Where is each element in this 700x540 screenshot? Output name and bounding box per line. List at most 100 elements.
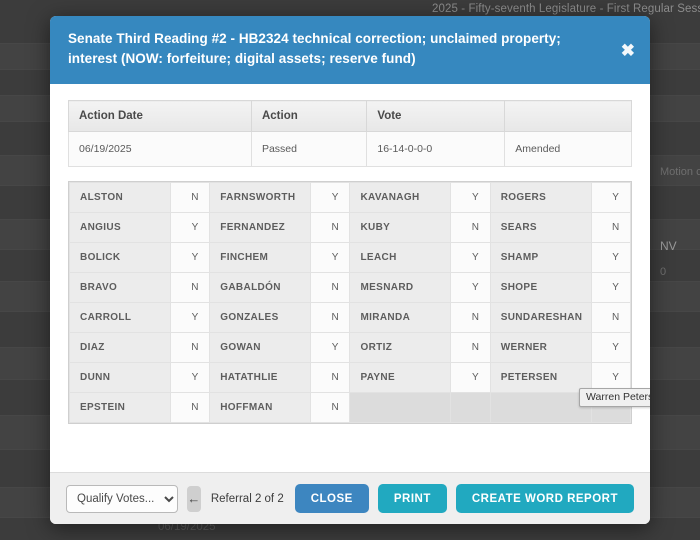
legislator-name: HOFFMAN — [209, 392, 312, 423]
legislator-vote: Y — [590, 332, 632, 363]
modal-footer: Qualify Votes... ← Referral 2 of 2 CLOSE… — [50, 472, 650, 524]
legislator-vote: Y — [590, 242, 632, 273]
legislator-vote: N — [169, 272, 211, 303]
legislator-name: FERNANDEZ — [209, 212, 312, 243]
legislator-vote: Y — [590, 182, 632, 213]
table-header-row: Action Date Action Vote — [68, 100, 632, 132]
empty-cell — [349, 392, 452, 423]
legislator-name: DIAZ — [69, 332, 171, 363]
legislator-tooltip: Warren Petersen — [579, 388, 650, 407]
column-header-vote: Vote — [366, 100, 506, 132]
legislator-name: KAVANAGH — [349, 182, 452, 213]
background-nv-text: NV — [660, 239, 677, 253]
print-button[interactable]: PRINT — [377, 484, 447, 513]
legislator-name: FARNSWORTH — [209, 182, 312, 213]
table-row: EPSTEIN N HOFFMAN N — [69, 392, 632, 423]
modal-header: Senate Third Reading #2 - HB2324 technic… — [50, 16, 650, 84]
legislator-vote: N — [310, 362, 351, 393]
legislator-name: ANGIUS — [69, 212, 171, 243]
cell-action: Passed — [250, 131, 368, 167]
qualify-votes-select[interactable]: Qualify Votes... — [66, 484, 178, 513]
legislator-vote: N — [310, 302, 351, 333]
legislator-vote: Y — [310, 242, 351, 273]
legislator-vote: N — [310, 212, 351, 243]
legislator-name: FINCHEM — [209, 242, 312, 273]
roll-call-vote-grid: ALSTON N FARNSWORTH Y KAVANAGH Y ROGERS … — [68, 181, 650, 424]
legislator-name: ORTIZ — [349, 332, 452, 363]
legislator-vote: Y — [450, 272, 491, 303]
table-row: 06/19/2025 Passed 16-14-0-0-0 Amended — [68, 131, 632, 167]
table-row: BRAVO N GABALDÓN N MESNARD Y SHOPE Y — [69, 272, 632, 303]
legislator-vote: N — [310, 272, 351, 303]
legislator-vote: N — [590, 212, 632, 243]
legislator-vote: Y — [450, 362, 491, 393]
legislator-vote: Y — [310, 332, 351, 363]
legislator-name: EPSTEIN — [69, 392, 171, 423]
legislator-name: GONZALES — [209, 302, 312, 333]
legislator-vote: Y — [169, 302, 211, 333]
legislator-vote: Y — [169, 362, 211, 393]
legislator-vote: N — [169, 332, 211, 363]
legislator-name: SHAMP — [489, 242, 592, 273]
legislator-vote: N — [169, 182, 211, 213]
legislator-vote: Y — [310, 182, 351, 213]
vote-table: ALSTON N FARNSWORTH Y KAVANAGH Y ROGERS … — [69, 182, 632, 423]
legislator-vote: Y — [590, 272, 632, 303]
vote-detail-modal: Senate Third Reading #2 - HB2324 technic… — [50, 16, 650, 524]
legislator-name: MIRANDA — [349, 302, 452, 333]
legislator-name: CARROLL — [69, 302, 171, 333]
legislator-name: GOWAN — [209, 332, 312, 363]
legislator-name: SEARS — [489, 212, 592, 243]
legislator-vote: N — [310, 392, 351, 423]
legislator-vote: N — [450, 212, 491, 243]
legislator-name: BRAVO — [69, 272, 171, 303]
back-arrow-icon[interactable]: ← — [187, 485, 201, 512]
table-row: ANGIUS Y FERNANDEZ N KUBY N SEARS N — [69, 212, 632, 243]
legislator-vote: N — [590, 302, 632, 333]
legislator-name: SUNDARESHAN — [489, 302, 592, 333]
close-icon[interactable]: ✖ — [620, 41, 635, 60]
action-summary-table: Action Date Action Vote 06/19/2025 Passe… — [68, 100, 632, 167]
legislator-name: LEACH — [349, 242, 452, 273]
create-word-report-button[interactable]: CREATE WORD REPORT — [455, 484, 634, 513]
cell-vote-tally: 16-14-0-0-0 — [366, 131, 506, 167]
legislator-name: DUNN — [69, 362, 171, 393]
legislator-vote: N — [450, 332, 491, 363]
cell-amended-flag: Amended — [504, 131, 632, 167]
cell-action-date: 06/19/2025 — [68, 131, 252, 167]
column-header-extra — [504, 100, 632, 132]
table-row: DIAZ N GOWAN Y ORTIZ N WERNER Y — [69, 332, 632, 363]
table-row: CARROLL Y GONZALES N MIRANDA N SUNDARESH… — [69, 302, 632, 333]
legislator-name: BOLICK — [69, 242, 171, 273]
legislator-name: ROGERS — [489, 182, 592, 213]
legislator-vote: Y — [169, 242, 211, 273]
background-count-text: 0 — [660, 266, 667, 278]
column-header-action-date: Action Date — [68, 100, 252, 132]
legislator-name: KUBY — [349, 212, 452, 243]
table-row: BOLICK Y FINCHEM Y LEACH Y SHAMP Y — [69, 242, 632, 273]
table-row: DUNN Y HATATHLIE N PAYNE Y PETERSEN Y — [69, 362, 632, 393]
legislator-name: WERNER — [489, 332, 592, 363]
empty-cell — [450, 392, 491, 423]
legislator-vote: N — [169, 392, 211, 423]
empty-cell — [489, 392, 592, 423]
body-spacer — [68, 424, 632, 454]
column-header-action: Action — [250, 100, 368, 132]
legislator-name[interactable]: PETERSEN — [489, 362, 592, 393]
modal-body: Action Date Action Vote 06/19/2025 Passe… — [50, 84, 650, 472]
referral-counter-label: Referral 2 of 2 — [210, 492, 284, 505]
legislator-name: PAYNE — [349, 362, 452, 393]
legislator-name: GABALDÓN — [209, 272, 312, 303]
legislator-vote: Y — [450, 182, 491, 213]
legislator-name: SHOPE — [489, 272, 592, 303]
legislator-name: ALSTON — [69, 182, 171, 213]
table-row: ALSTON N FARNSWORTH Y KAVANAGH Y ROGERS … — [69, 182, 632, 213]
legislator-vote: N — [450, 302, 491, 333]
background-session-title: 2025 - Fifty-seventh Legislature - First… — [432, 3, 700, 15]
legislator-name: MESNARD — [349, 272, 452, 303]
legislator-vote: Y — [169, 212, 211, 243]
background-date-text: 06/19/2025 — [158, 521, 216, 533]
modal-title: Senate Third Reading #2 - HB2324 technic… — [68, 31, 561, 67]
close-button[interactable]: CLOSE — [294, 484, 369, 513]
legislator-vote: Y — [590, 362, 632, 393]
